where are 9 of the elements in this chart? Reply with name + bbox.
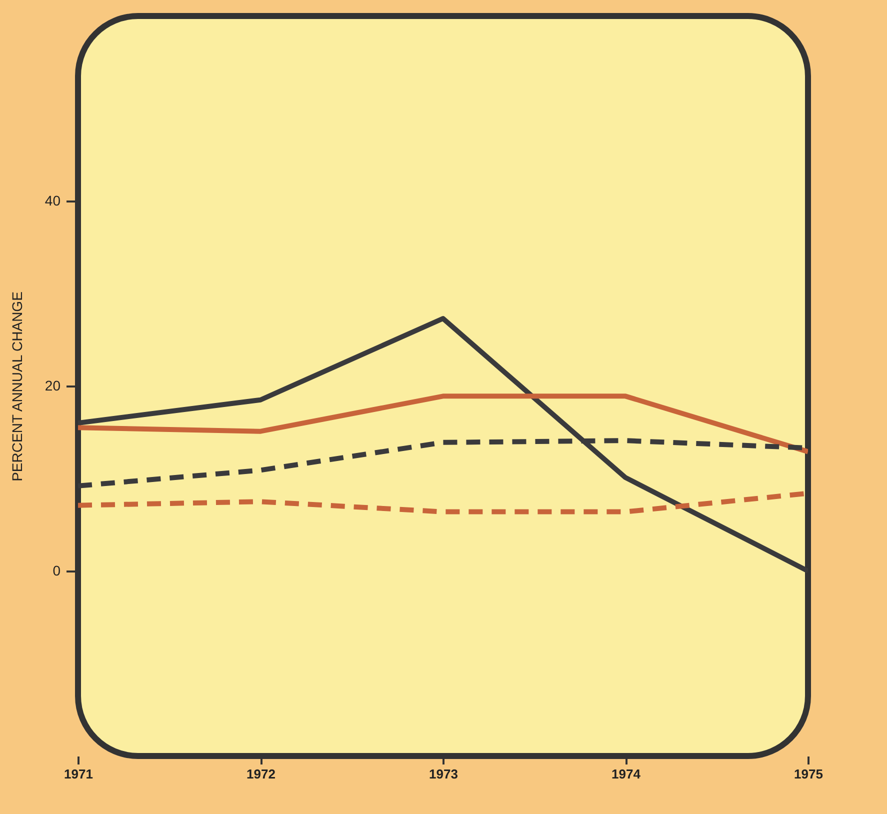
y-tick-label: 0 xyxy=(52,562,61,578)
x-tick-label: 1973 xyxy=(429,766,458,782)
x-tick-label: 1975 xyxy=(794,766,823,782)
x-tick-label: 1972 xyxy=(246,766,276,782)
y-tick-label: 40 xyxy=(44,192,61,208)
x-tick-label: 1971 xyxy=(64,766,93,782)
y-axis-title: PERCENT ANNUAL CHANGE xyxy=(8,292,25,482)
x-tick-label: 1974 xyxy=(612,766,642,782)
y-tick-label: 20 xyxy=(44,378,61,394)
